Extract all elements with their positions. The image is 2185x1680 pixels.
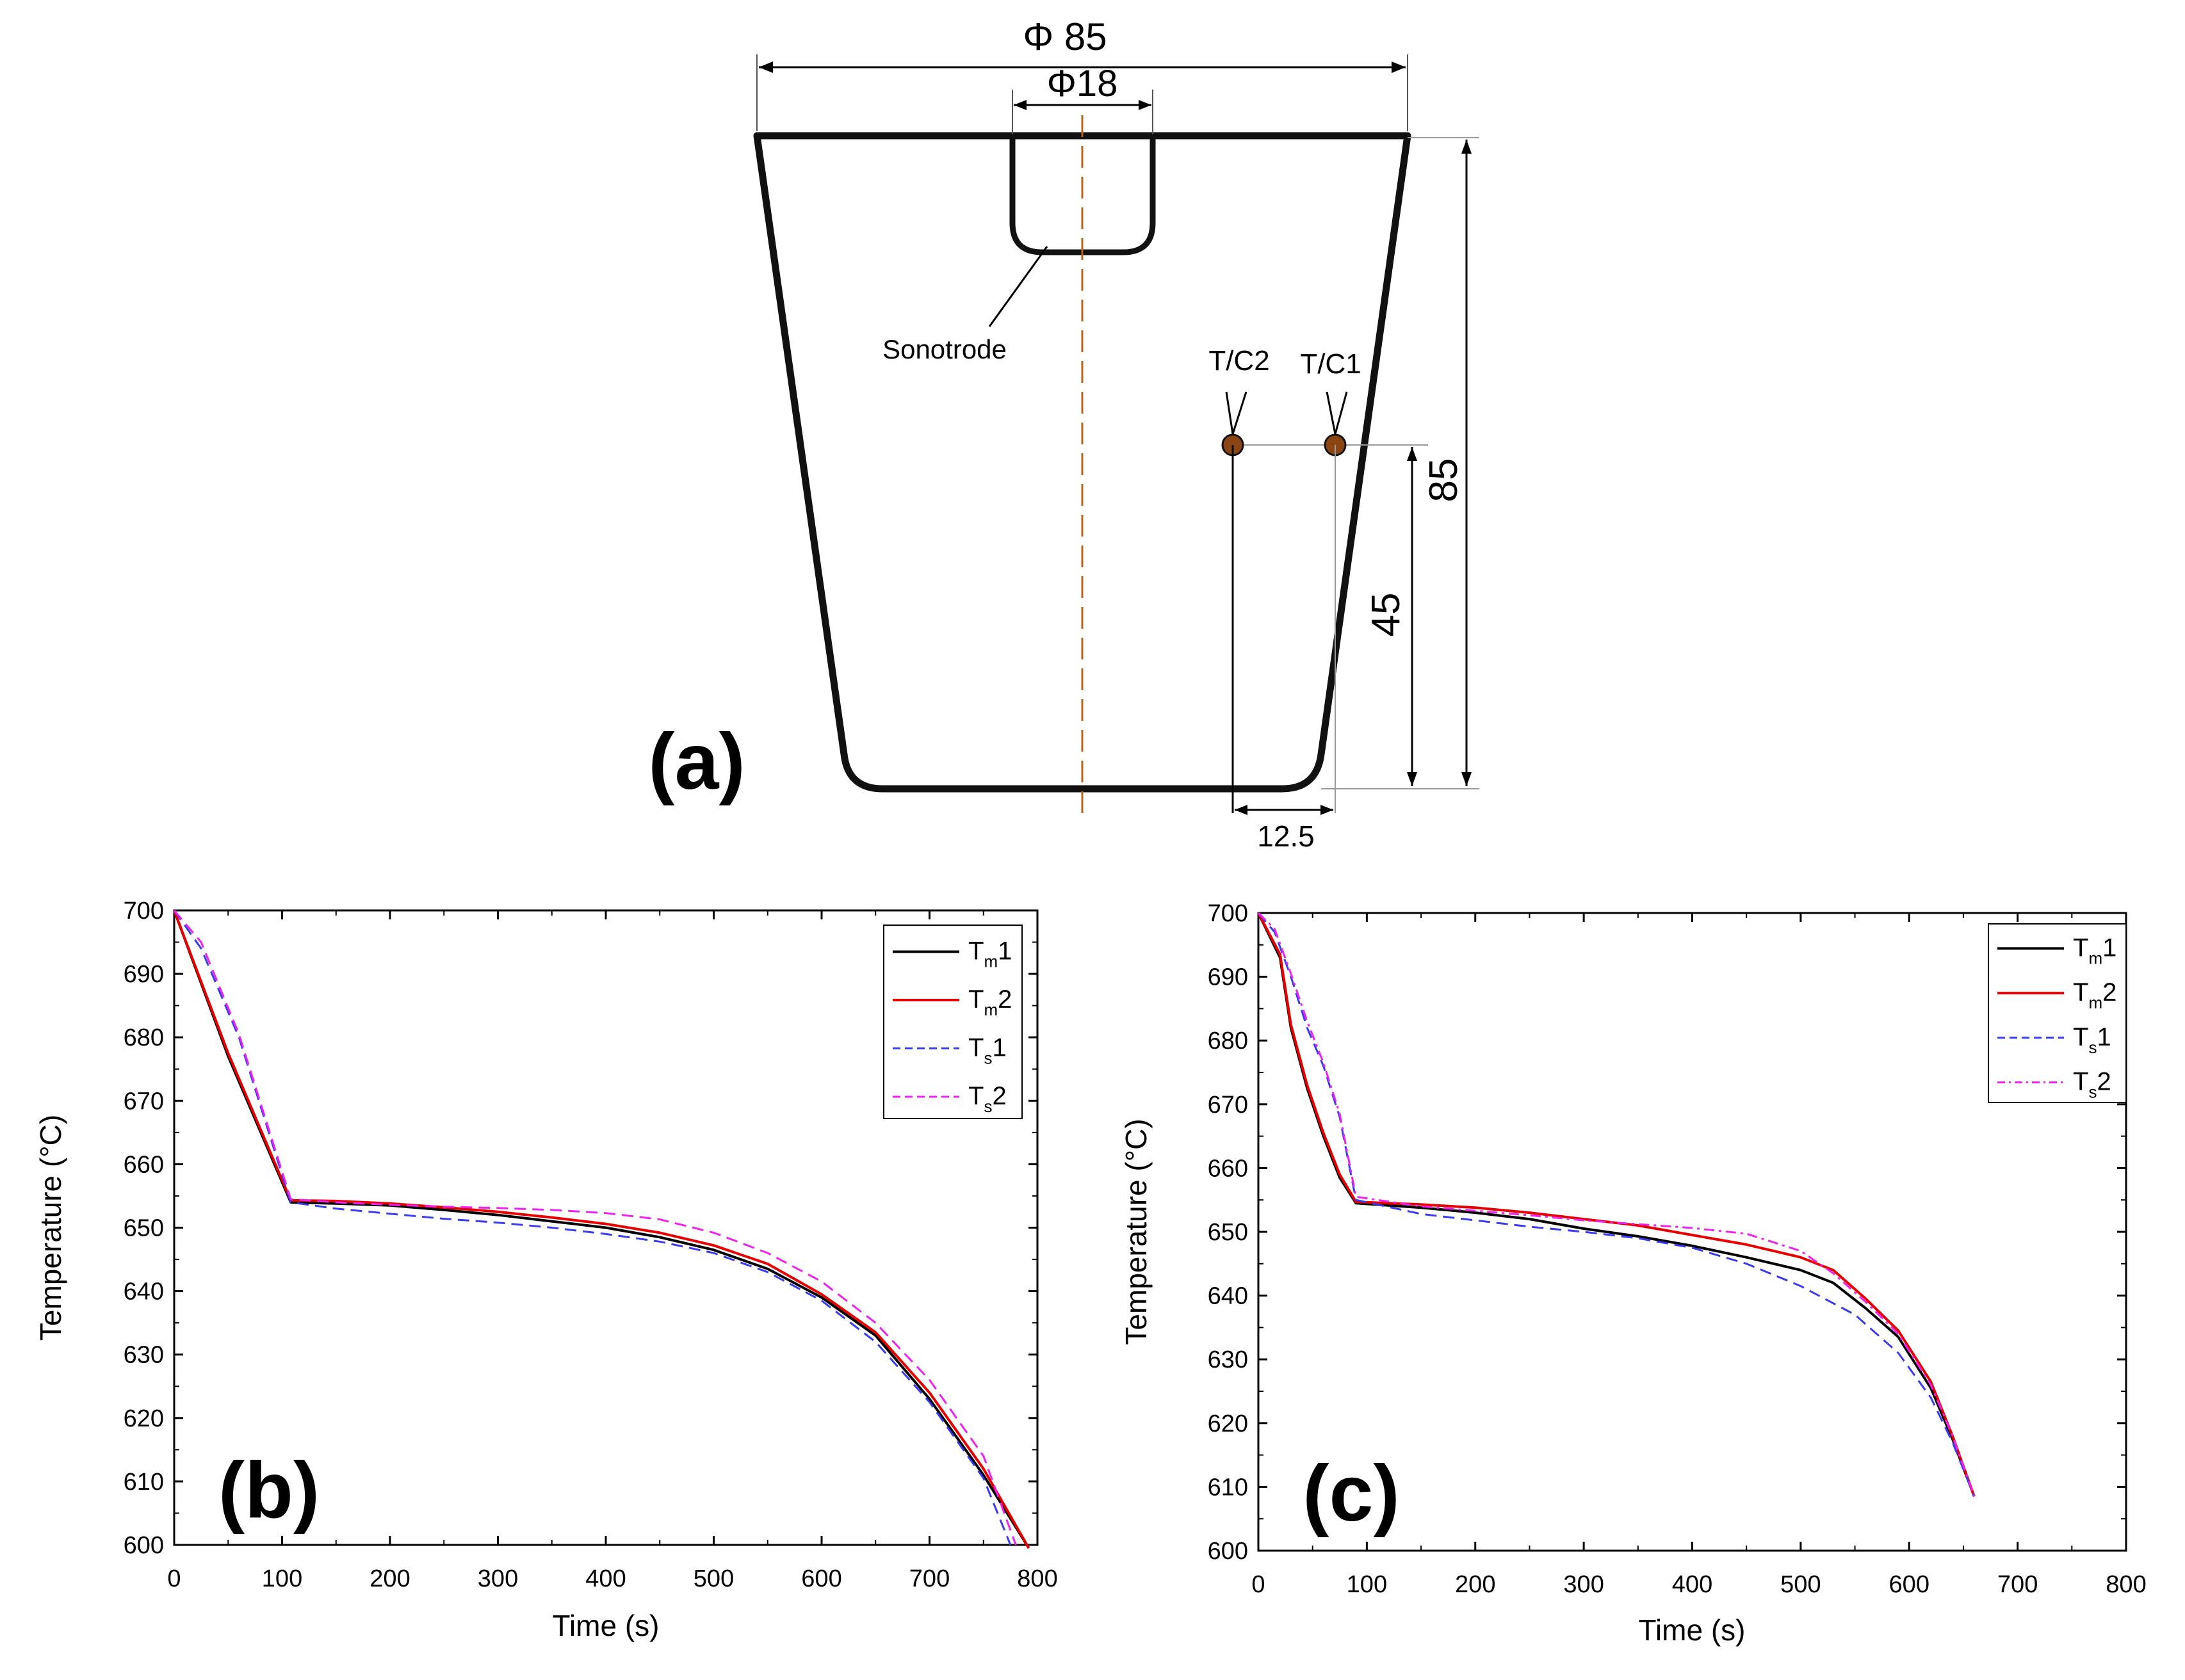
tc-spacing-dimension: 12.5 — [1235, 805, 1333, 853]
x-tick-label: 400 — [585, 1565, 626, 1592]
y-tick-label: 700 — [124, 898, 164, 925]
x-tick-label: 800 — [2106, 1571, 2146, 1598]
x-tick-label: 600 — [1889, 1571, 1929, 1598]
crucible-outline — [753, 132, 1411, 793]
y-tick-label: 690 — [1208, 964, 1248, 991]
x-tick-label: 200 — [370, 1565, 410, 1592]
y-tick-label: 610 — [124, 1469, 164, 1496]
y-tick-label: 700 — [1208, 900, 1248, 927]
y-axis-label: Temperature (°C) — [34, 1115, 67, 1341]
thermocouples: T/C2 T/C1 — [1208, 345, 1428, 813]
y-tick-label: 670 — [124, 1088, 164, 1115]
y-tick-label: 650 — [124, 1215, 164, 1242]
y-tick-label: 670 — [1208, 1092, 1248, 1119]
tc-height-label: 45 — [1364, 593, 1408, 637]
sonotrode-diameter-dimension: Φ18 — [1012, 63, 1153, 134]
series-line-tm2 — [1257, 912, 1976, 1497]
y-tick-label: 600 — [124, 1532, 164, 1559]
crucible-schematic: Φ 85 Φ18 Sonotrode T/C2 T/C1 — [648, 15, 1479, 853]
tc2-label: T/C2 — [1208, 345, 1269, 376]
x-tick-label: 800 — [1017, 1565, 1057, 1592]
x-tick-label: 100 — [262, 1565, 302, 1592]
y-tick-label: 660 — [124, 1151, 164, 1178]
y-tick-label: 660 — [1208, 1155, 1248, 1182]
legend-label-ts1: Ts1 — [2073, 1023, 2111, 1057]
x-axis-label: Time (s) — [1639, 1613, 1746, 1647]
y-tick-label: 630 — [124, 1342, 164, 1369]
y-tick-label: 690 — [124, 961, 164, 988]
x-tick-label: 200 — [1455, 1571, 1495, 1598]
chart-b: 0 100 200 300 400 500 600 700 800 600 610 620 630 640… — [34, 898, 1058, 1642]
legend-label-tm1: Tm1 — [968, 937, 1012, 971]
chart-c: 0 100 200 300 400 500 600 700 800 600 610 620 630 640… — [1119, 900, 2147, 1647]
tc1-label: T/C1 — [1300, 348, 1361, 380]
legend-label-tm1: Tm1 — [2073, 933, 2116, 967]
x-tick-label: 300 — [1563, 1571, 1604, 1598]
x-tick-label: 0 — [167, 1565, 181, 1592]
x-axis-label: Time (s) — [553, 1609, 660, 1642]
x-tick-label: 100 — [1347, 1571, 1387, 1598]
series-line-ts2 — [1257, 912, 1976, 1497]
y-tick-label: 680 — [124, 1024, 164, 1051]
panel-label-a: (a) — [648, 718, 745, 806]
tc-height-dimension: 45 — [1364, 447, 1417, 786]
legend-label-ts2: Ts2 — [968, 1082, 1007, 1116]
x-tick-label: 300 — [478, 1565, 518, 1592]
top-diameter-label: Φ 85 — [1023, 15, 1107, 58]
series-line-tm1 — [173, 910, 1030, 1549]
y-tick-label: 640 — [124, 1279, 164, 1305]
panel-label: (b) — [218, 1446, 320, 1535]
legend-label-tm2: Tm2 — [2073, 978, 2116, 1012]
y-tick-label: 620 — [1208, 1410, 1248, 1437]
sonotrode-leader — [988, 246, 1048, 327]
tc-spacing-label: 12.5 — [1257, 820, 1315, 853]
y-tick-label: 640 — [1208, 1283, 1248, 1310]
x-tick-label: 400 — [1672, 1571, 1712, 1598]
y-tick-label: 680 — [1208, 1028, 1248, 1054]
sonotrode-label: Sonotrode — [882, 334, 1007, 364]
y-tick-label: 630 — [1208, 1346, 1248, 1373]
legend-label-ts1: Ts1 — [968, 1034, 1007, 1068]
y-tick-label: 610 — [1208, 1474, 1248, 1501]
panel-label: (c) — [1303, 1450, 1400, 1538]
x-tick-label: 0 — [1251, 1571, 1265, 1598]
height-label: 85 — [1422, 458, 1466, 503]
x-tick-label: 700 — [909, 1565, 950, 1592]
series-line-ts2 — [173, 910, 1017, 1546]
x-tick-label: 600 — [801, 1565, 841, 1592]
legend-label-ts2: Ts2 — [2073, 1068, 2111, 1102]
sonotrode-diameter-label: Φ18 — [1047, 63, 1118, 104]
legend-box — [1988, 923, 2127, 1103]
legend-box — [883, 925, 1023, 1119]
height-dimension: 85 — [1422, 140, 1472, 786]
series-line-ts1 — [1257, 912, 1976, 1497]
y-tick-label: 620 — [124, 1405, 164, 1432]
x-tick-label: 500 — [694, 1565, 734, 1592]
y-tick-label: 600 — [1208, 1538, 1248, 1565]
y-tick-label: 650 — [1208, 1219, 1248, 1246]
y-axis-label: Temperature (°C) — [1119, 1119, 1153, 1345]
legend-label-tm2: Tm2 — [968, 985, 1012, 1019]
series-line-tm1 — [1257, 912, 1976, 1498]
x-tick-label: 700 — [1997, 1571, 2038, 1598]
top-diameter-dimension: Φ 85 — [756, 15, 1408, 131]
x-tick-label: 500 — [1780, 1571, 1821, 1598]
